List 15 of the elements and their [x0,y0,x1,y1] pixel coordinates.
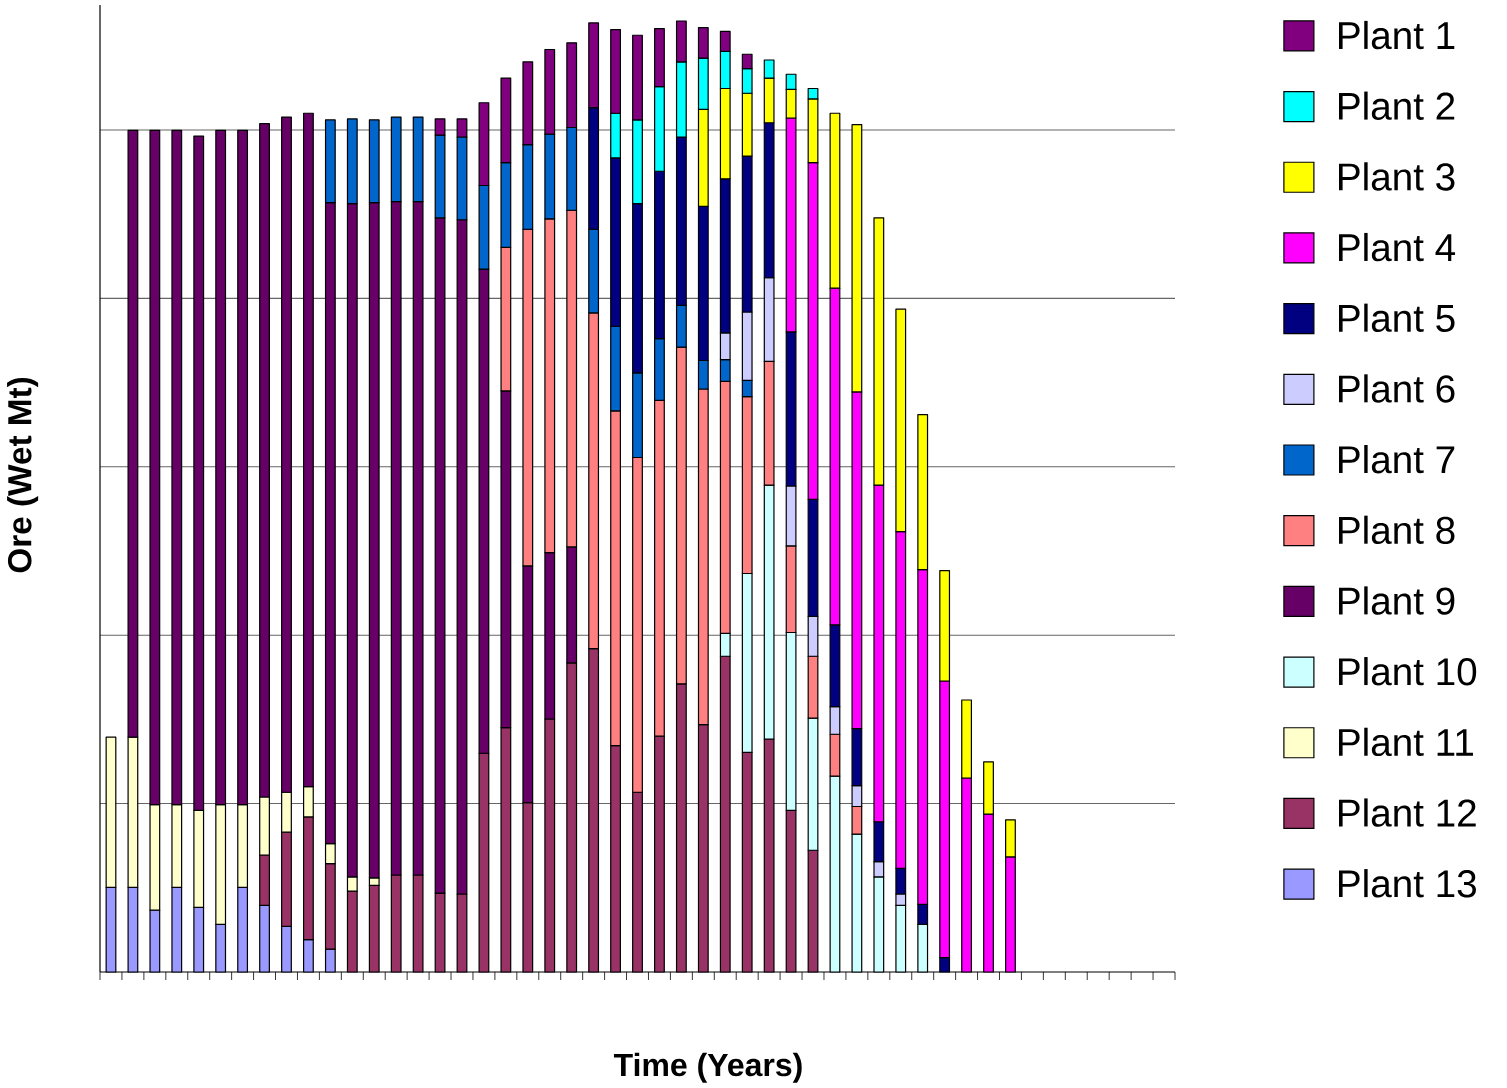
legend-label: Plant 9 [1339,586,1455,615]
legend-label: Plant 8 [1339,515,1455,545]
legend-label: Plant 6 [1339,374,1455,403]
legend-label: Plant 1 [1339,20,1455,50]
legend-label: Plant 13 [1339,869,1476,898]
legend-label: Plant 3 [1339,162,1455,191]
y-axis-title: Ore (Wet Mt) [7,377,39,573]
legend-label: Plant 12 [1339,798,1476,827]
x-axis-title: Time (Years) [613,1052,802,1083]
legend-label: Plant 7 [1339,444,1455,474]
legend-label: Plant 5 [1339,303,1455,333]
legend-label: Plant 2 [1339,91,1455,120]
legend-label: Plant 10 [1339,657,1477,686]
legend-label: Plant 11 [1339,727,1473,757]
legend-label: Plant 4 [1339,232,1456,262]
